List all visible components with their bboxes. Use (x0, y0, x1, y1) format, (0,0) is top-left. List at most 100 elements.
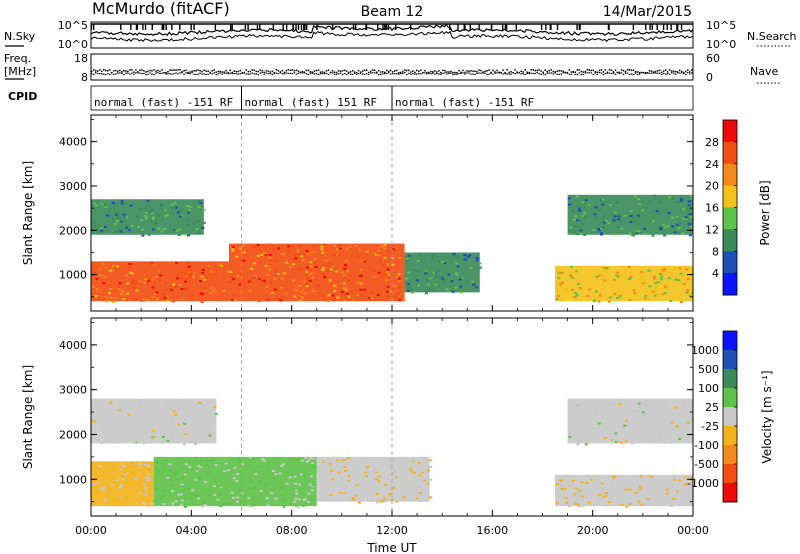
nave-point (518, 72, 520, 74)
vel-cell (584, 427, 588, 430)
nave-point (349, 73, 352, 75)
power-cell (299, 290, 303, 293)
freq-point (406, 69, 408, 72)
vel-cell (571, 411, 575, 414)
vel-cell (299, 488, 303, 490)
vel-cell (216, 498, 220, 501)
freq-point (375, 71, 378, 73)
power-cell (354, 245, 358, 248)
power-cell (116, 220, 120, 223)
power-cell (604, 219, 608, 222)
power-cell (309, 265, 313, 268)
power-cell (577, 207, 581, 210)
nave-point (261, 72, 264, 74)
vel-cell (373, 468, 377, 470)
vel-cell (597, 422, 601, 425)
power-cell (574, 215, 578, 217)
power-cell (603, 201, 607, 204)
x-axis-label: Time UT (366, 541, 417, 554)
power-cell (601, 203, 605, 206)
vel-cell (651, 438, 655, 441)
power-cell (363, 288, 367, 291)
power-cell (691, 277, 693, 280)
power-cell (637, 198, 641, 200)
power-cell (214, 273, 218, 276)
vel-cell (639, 485, 642, 488)
nave-point (450, 72, 452, 74)
vel-cell (224, 462, 228, 465)
vel-cell (367, 482, 371, 485)
freq-point (590, 69, 593, 72)
freq-point (387, 70, 390, 73)
power-cell (440, 275, 444, 278)
power-cell (232, 278, 236, 281)
power-cell (334, 270, 338, 273)
vel-cell (329, 494, 333, 496)
nave-point (91, 73, 93, 75)
nave-point (299, 72, 302, 74)
power-cell (397, 285, 401, 288)
power-cell (577, 283, 580, 286)
nave-point (462, 72, 464, 74)
freq-point (474, 70, 476, 73)
freq-point (199, 70, 201, 72)
power-cell (365, 253, 369, 256)
vel-cell (651, 437, 655, 440)
vel-cell (624, 419, 628, 422)
nave-point (466, 72, 468, 74)
vel-cell (576, 486, 580, 488)
vel-cell (147, 464, 151, 467)
freq-point (554, 71, 557, 73)
power-cell (397, 277, 401, 280)
power-cell (170, 203, 174, 206)
nave-point (440, 73, 442, 75)
freq-point (612, 71, 615, 73)
freq-point (367, 71, 370, 74)
vel-cell (247, 496, 251, 499)
freq-point (446, 71, 448, 73)
power-colorbar-tick: 16 (705, 202, 719, 215)
power-cell (338, 244, 342, 247)
power-cell (125, 226, 129, 229)
vel-cell (304, 457, 308, 460)
vel-region-1 (153, 456, 317, 507)
vel-cell (294, 504, 298, 507)
nave-point (464, 73, 466, 75)
vel-cell (680, 415, 684, 418)
nave-point (211, 73, 213, 75)
freq-point (149, 69, 151, 72)
power-cell (122, 213, 126, 216)
freq-point (339, 70, 342, 72)
vel-cell (344, 469, 347, 472)
power-cell (143, 281, 146, 284)
power-cell (581, 214, 585, 217)
power-cell (95, 204, 98, 207)
freq-point (638, 71, 641, 74)
vel-cell (154, 414, 158, 417)
vel-cell (161, 495, 165, 498)
power-cell (327, 300, 331, 302)
vel-cell (123, 417, 127, 420)
power-cell (236, 274, 240, 277)
vel-cell (142, 502, 145, 504)
nave-point (676, 72, 679, 74)
power-cell (154, 221, 158, 224)
nave-tick-bottom: 0 (706, 71, 713, 84)
power-cell (348, 275, 352, 277)
freq-point (221, 71, 223, 73)
power-cell (162, 228, 166, 230)
vel-cell (210, 459, 213, 462)
vel-cell (152, 401, 156, 404)
power-cell (407, 254, 411, 257)
vel-cell (657, 431, 661, 433)
power-cell (391, 263, 395, 266)
vel-cell (140, 498, 144, 501)
vel-cell (637, 478, 641, 481)
freq-point (562, 70, 565, 73)
power-colorbar-swatch (723, 251, 737, 274)
freq-point (620, 69, 623, 71)
power-cell (679, 200, 683, 203)
power-cell (263, 252, 267, 255)
power-cell (234, 274, 238, 277)
